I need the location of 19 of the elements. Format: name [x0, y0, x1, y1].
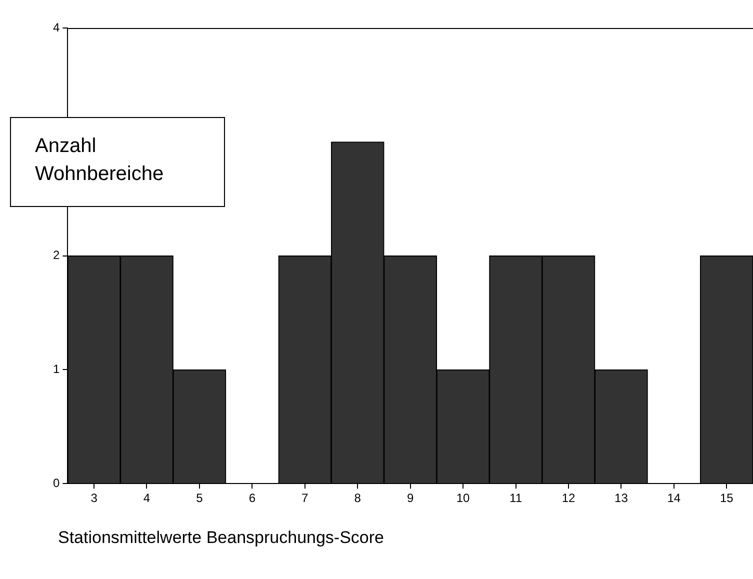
x-axis-title: Stationsmittelwerte Beanspruchungs-Score — [58, 528, 384, 548]
y-tick-label: 2 — [52, 248, 60, 262]
x-tick-label: 8 — [354, 491, 362, 506]
y-tick-label: 4 — [52, 20, 60, 34]
x-tick-label: 11 — [510, 491, 522, 506]
x-tick-label: 7 — [302, 491, 309, 506]
x-tick-label: 14 — [667, 491, 681, 506]
x-tick-label: 4 — [143, 491, 150, 506]
x-tick-label: 5 — [196, 491, 204, 506]
label-frame: Anzahl Wohnbereiche — [10, 117, 225, 207]
x-tick-label: 6 — [248, 491, 256, 506]
x-tick-label: 15 — [720, 491, 734, 506]
y-tick-label: 1 — [52, 362, 60, 376]
y-tick-label: 0 — [52, 476, 60, 490]
x-tick-label: 3 — [90, 491, 98, 506]
x-tick-label: 12 — [562, 491, 576, 506]
x-tick-label: 9 — [406, 491, 414, 506]
x-tick-label: 10 — [456, 491, 470, 506]
x-tick-label: 13 — [614, 491, 628, 506]
